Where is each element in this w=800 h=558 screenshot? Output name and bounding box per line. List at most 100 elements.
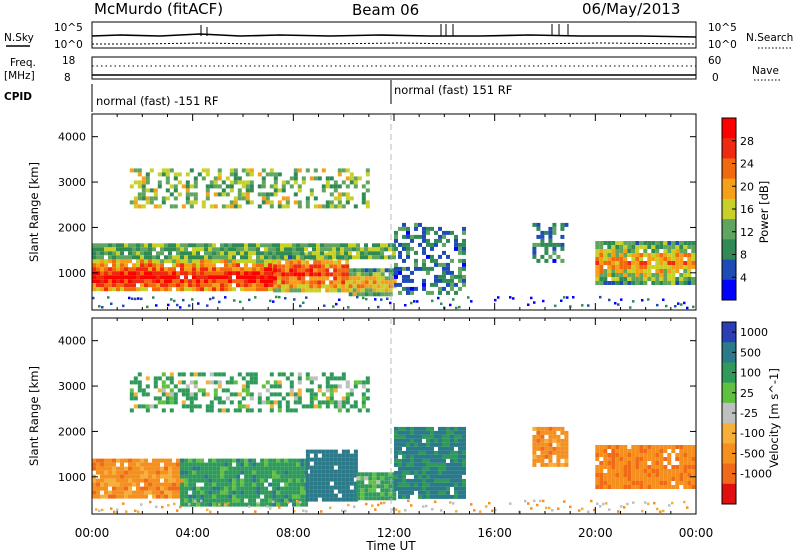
power-cell-0: [152, 287, 156, 292]
power-cell-3: [340, 247, 344, 252]
velocity-cell-1: [288, 458, 293, 463]
power-cell-7: [161, 172, 166, 177]
velocity-cell-2: [341, 449, 346, 454]
power-cell-6: [619, 257, 624, 261]
power-cell-4: [422, 226, 426, 231]
velocity-cell-2: [345, 485, 350, 490]
power-cell-6: [611, 265, 616, 269]
power-cell-0: [168, 287, 172, 292]
power-cell-1: [321, 264, 326, 269]
velocity-cell-5: [548, 446, 553, 451]
velocity-cell-7: [169, 396, 174, 401]
velocity-cell-0: [116, 474, 120, 479]
velocity-colorbar-swatch: [722, 342, 736, 363]
power-cell-7: [349, 180, 354, 185]
power-cell-7: [245, 180, 250, 185]
power-cell-0: [212, 271, 216, 276]
velocity-cell-7: [317, 384, 322, 389]
power-cell-6: [647, 269, 652, 273]
power-cell-0: [124, 259, 128, 264]
power-cell-7: [169, 192, 174, 197]
velocity-cell-7: [205, 404, 210, 409]
velocity-cell-4: [426, 426, 430, 431]
power-cell-4: [446, 282, 450, 287]
power-cell-7: [193, 196, 198, 201]
power-cell-0: [140, 275, 144, 280]
freq-strip: Freq. [MHz] 18 8 60 0 Nave: [4, 55, 780, 84]
power-cell-0: [216, 267, 220, 272]
power-cell-7: [285, 196, 290, 201]
velocity-cell-0: [100, 494, 104, 499]
velocity-cell-1: [248, 482, 253, 487]
velocity-cell-7: [181, 400, 186, 405]
power-cell-0: [268, 279, 272, 284]
power-cell-3: [200, 247, 204, 252]
power-ground-scatter: [632, 300, 635, 303]
power-cell-6: [615, 269, 620, 273]
velocity-cell-0: [104, 482, 108, 487]
velocity-cell-4: [398, 474, 402, 479]
velocity-cell-1: [268, 498, 273, 503]
velocity-cell-4: [438, 474, 442, 479]
power-cell-1: [321, 260, 326, 265]
velocity-ground-scatter: [596, 502, 599, 505]
velocity-cell-7: [249, 396, 254, 401]
power-cell-7: [229, 200, 234, 205]
velocity-ground-scatter: [485, 505, 488, 508]
velocity-cell-6: [619, 461, 624, 465]
velocity-cell-0: [92, 486, 96, 491]
velocity-cell-6: [675, 457, 680, 461]
velocity-cell-1: [252, 482, 257, 487]
power-cell-0: [176, 287, 180, 292]
power-cell-3: [184, 255, 188, 260]
velocity-cell-5: [548, 442, 553, 447]
velocity-cell-2: [321, 489, 326, 494]
velocity-cell-2: [305, 493, 310, 498]
velocity-cell-2: [341, 469, 346, 474]
power-cell-1: [297, 284, 302, 289]
power-cell-6: [615, 257, 620, 261]
velocity-cell-6: [643, 485, 648, 489]
power-cell-4: [446, 230, 450, 235]
power-cell-0: [148, 275, 152, 280]
power-cell-2: [348, 284, 353, 289]
velocity-cell-3: [364, 496, 369, 501]
power-cell-7: [197, 172, 202, 177]
velocity-cell-4: [442, 454, 446, 459]
velocity-cell-4: [422, 462, 426, 467]
power-cell-4: [450, 230, 454, 235]
velocity-cell-7: [297, 372, 302, 377]
power-cell-0: [152, 271, 156, 276]
power-cell-6: [595, 241, 600, 245]
power-cell-7: [269, 168, 274, 173]
power-cell-4: [402, 222, 406, 227]
velocity-cell-4: [438, 426, 442, 431]
power-cell-7: [225, 192, 230, 197]
power-cell-7: [333, 204, 338, 209]
power-cell-0: [260, 263, 264, 268]
power-cell-7: [301, 180, 306, 185]
power-cell-3: [264, 255, 268, 260]
velocity-cell-3: [360, 492, 365, 497]
power-cell-4: [402, 234, 406, 239]
power-cell-0: [92, 263, 96, 268]
power-cell-1: [333, 276, 338, 281]
velocity-cell-1: [280, 502, 285, 507]
velocity-cell-1: [288, 490, 293, 495]
velocity-cell-4: [442, 458, 446, 463]
velocity-cell-4: [462, 426, 466, 431]
power-cell-0: [136, 279, 140, 284]
power-cell-1: [337, 268, 342, 273]
power-cell-3: [264, 251, 268, 256]
velocity-cell-4: [426, 474, 430, 479]
velocity-cell-1: [200, 494, 205, 499]
velocity-cell-6: [687, 449, 692, 453]
power-cell-5: [560, 242, 565, 247]
power-cell-7: [225, 176, 230, 181]
power-cell-0: [124, 263, 128, 268]
power-cell-6: [659, 245, 664, 249]
power-cell-1: [289, 288, 294, 293]
velocity-cell-1: [228, 458, 233, 463]
velocity-cell-5: [548, 426, 553, 431]
